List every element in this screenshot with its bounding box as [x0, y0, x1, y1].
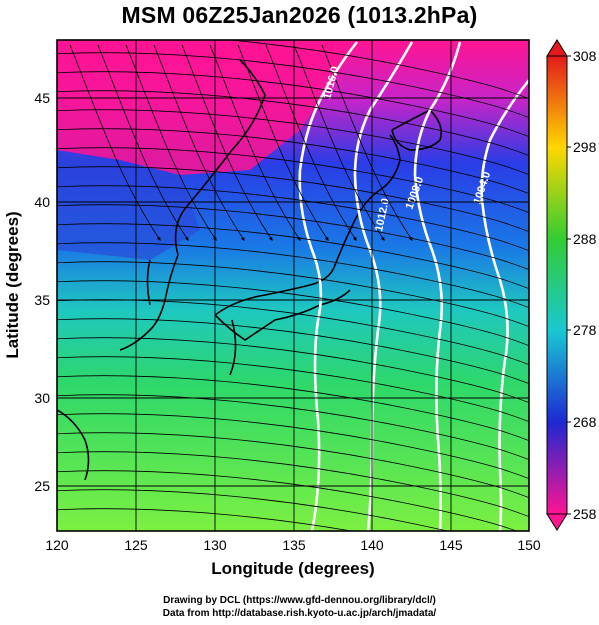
streamline — [97, 44, 189, 241]
colorbar-top-arrow — [546, 39, 568, 57]
streamline — [57, 223, 529, 289]
x-tick-label: 135 — [282, 537, 306, 553]
streamline — [237, 44, 329, 241]
chart-title: MSM 06Z25Jan2026 (1013.2hPa) — [121, 2, 478, 28]
x-tick-label: 125 — [124, 537, 148, 553]
streamline — [57, 147, 529, 213]
streamline — [57, 242, 529, 308]
y-tick-label: 40 — [34, 194, 50, 210]
x-tick-label: 120 — [45, 537, 69, 553]
y-tick-label: 25 — [34, 478, 50, 494]
wind-streamlines — [57, 40, 529, 531]
streamline — [57, 394, 529, 460]
y-axis-label: Latitude (degrees) — [3, 211, 22, 358]
credits: Drawing by DCL (https://www.gfd-dennou.o… — [0, 594, 599, 620]
colorbar-gradient — [546, 55, 568, 515]
streamline — [57, 261, 529, 327]
streamline — [57, 470, 518, 531]
streamline — [57, 185, 529, 251]
streamline — [57, 337, 529, 403]
streamline — [57, 318, 529, 384]
x-axis: 120 125 130 135 140 145 150 Longitude (d… — [45, 537, 541, 578]
streamline — [57, 299, 529, 365]
isobars — [298, 41, 529, 531]
streamline — [57, 109, 529, 175]
coastlines — [57, 59, 443, 481]
x-tick-label: 145 — [439, 537, 463, 553]
streamline — [321, 44, 413, 241]
colorbar-tick-label: 268 — [573, 414, 597, 430]
streamline — [225, 40, 529, 99]
streamline — [57, 71, 529, 137]
streamline — [57, 166, 529, 232]
streamline — [57, 280, 529, 346]
plot-frame — [56, 39, 530, 532]
x-axis-label: Longitude (degrees) — [211, 559, 374, 578]
streamline — [153, 44, 245, 241]
streamline — [125, 44, 217, 241]
streamline — [57, 451, 529, 517]
y-axis: 25 30 35 40 45 Latitude (degrees) — [3, 90, 50, 494]
colorbar: 308 298 288 278 268 258 — [546, 39, 597, 531]
x-tick-label: 140 — [360, 537, 384, 553]
streamline — [57, 52, 529, 118]
streamline — [57, 128, 529, 194]
x-tick-label: 150 — [517, 537, 541, 553]
colorbar-tick-label: 288 — [573, 231, 597, 247]
streamline — [69, 44, 161, 241]
y-tick-label: 35 — [34, 292, 50, 308]
streamline — [293, 44, 385, 241]
streamline — [57, 489, 449, 531]
colorbar-tick-label: 308 — [573, 48, 597, 64]
colorbar-tick-label: 298 — [573, 139, 597, 155]
streamline — [57, 356, 529, 422]
credit-drawing: Drawing by DCL (https://www.gfd-dennou.o… — [163, 595, 436, 606]
streamline — [57, 508, 354, 531]
streamline — [209, 44, 301, 241]
streamline — [57, 413, 529, 479]
streamline — [57, 204, 529, 270]
graticule — [57, 40, 529, 531]
colorbar-bottom-arrow — [546, 513, 568, 531]
streamline — [57, 90, 529, 156]
y-tick-label: 30 — [34, 390, 50, 406]
streamline — [57, 375, 529, 441]
credit-data: Data from http://database.rish.kyoto-u.a… — [162, 608, 437, 619]
y-tick-label: 45 — [34, 90, 50, 106]
x-tick-label: 130 — [203, 537, 227, 553]
colorbar-tick-label: 258 — [573, 506, 597, 522]
streamline — [57, 432, 529, 498]
plot-area — [57, 40, 529, 531]
streamline — [265, 44, 357, 241]
streamline — [181, 44, 273, 241]
colorbar-tick-label: 278 — [573, 322, 597, 338]
